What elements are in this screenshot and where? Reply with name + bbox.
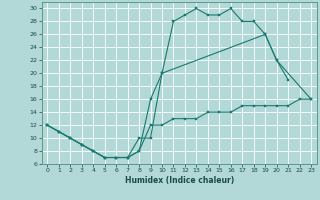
- X-axis label: Humidex (Indice chaleur): Humidex (Indice chaleur): [124, 176, 234, 185]
